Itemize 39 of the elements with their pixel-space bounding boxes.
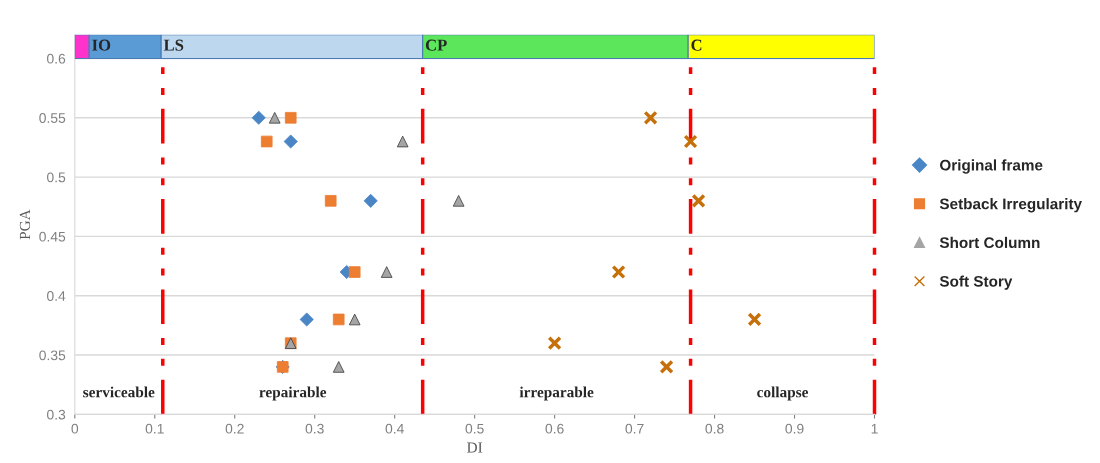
- point: [691, 193, 706, 208]
- annotation: irreparable: [519, 386, 594, 401]
- y-tick-label: 0.35: [39, 350, 66, 361]
- y-tick-label: 0.3: [47, 409, 66, 420]
- point: [611, 264, 626, 280]
- x-tick-label: 0.1: [145, 423, 164, 434]
- x-tick-label: 0.7: [625, 423, 644, 434]
- x-tick-label: 0.9: [785, 423, 804, 434]
- x-tick-label: 0.3: [305, 423, 324, 434]
- y-tick-label: 0.45: [39, 231, 66, 242]
- y-tick-label: 0.6: [47, 53, 66, 64]
- legend-label: Soft Story: [939, 275, 1013, 290]
- point: [683, 134, 698, 149]
- y-tick-label: 0.4: [47, 291, 66, 301]
- x-tick-label: 0.2: [225, 423, 244, 434]
- x-tick-label: 0: [71, 423, 79, 434]
- y-tick-label: 0.5: [47, 172, 66, 183]
- x-tick-label: 0.6: [545, 423, 564, 434]
- y-axis-title: PGA: [19, 209, 31, 240]
- annotation: repairable: [259, 386, 327, 401]
- band-label: CP: [425, 39, 447, 51]
- point: [643, 110, 658, 125]
- band-label: C: [691, 39, 702, 51]
- x-tick-label: 0.5: [465, 423, 484, 434]
- legend-label: Setback Irregularity: [939, 198, 1082, 213]
- annotation: collapse: [757, 386, 809, 401]
- x-tick-label: 1: [871, 423, 878, 434]
- x-tick-label: 0.4: [385, 423, 404, 434]
- point: [659, 359, 674, 375]
- annotation: serviceable: [83, 386, 155, 398]
- x-tick-label: 0.8: [705, 423, 724, 434]
- y-tick-label: 0.55: [39, 113, 66, 123]
- band-label: IO: [92, 39, 111, 51]
- band-label: LS: [163, 39, 184, 51]
- x-axis-title: DI: [467, 442, 483, 453]
- legend-label: Short Column: [939, 236, 1040, 249]
- point: [547, 336, 562, 351]
- legend-label: Original frame: [940, 159, 1043, 174]
- point: [747, 312, 762, 327]
